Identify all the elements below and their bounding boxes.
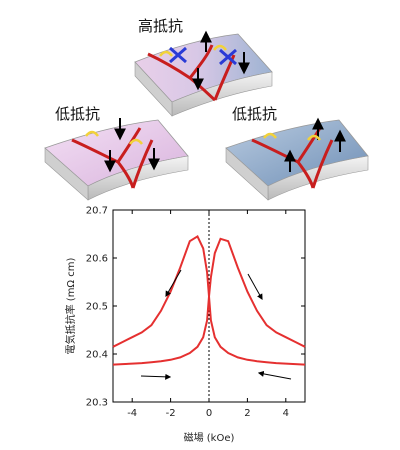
- y-tick-label: 20.6: [86, 254, 108, 265]
- x-tick-label: -2: [166, 408, 176, 419]
- x-tick-label: 4: [283, 408, 289, 419]
- curved-arrow-icon: [307, 134, 321, 141]
- x-tick-label: -4: [127, 408, 137, 419]
- curved-arrow-icon: [213, 44, 227, 51]
- label-low-resistance-left: 低抵抗: [55, 105, 101, 123]
- label-high-resistance: 高抵抗: [138, 17, 184, 35]
- sweep-arrow-icon: [257, 370, 292, 380]
- curved-arrow-icon: [263, 132, 277, 139]
- sweep-arrow-icon: [165, 269, 182, 298]
- cross-icon: [219, 48, 237, 66]
- label-low-resistance-right: 低抵抗: [232, 105, 278, 123]
- x-tick-label: 0: [206, 408, 212, 419]
- curved-arrow-icon: [85, 130, 99, 137]
- slab-low-resistance-left: [44, 118, 189, 201]
- x-axis-label: 磁場 (kOe): [184, 431, 235, 444]
- y-tick-label: 20.4: [86, 350, 108, 361]
- y-tick-label: 20.3: [86, 398, 108, 409]
- y-axis-label: 電気抵抗率 (mΩ cm): [64, 258, 77, 355]
- slab-low-resistance-right: [225, 117, 369, 201]
- x-tick-label: 2: [244, 408, 250, 419]
- curve-sweep-up: [112, 234, 306, 366]
- sweep-arrow-icon: [140, 373, 172, 380]
- slab-high-resistance: [134, 30, 273, 117]
- y-tick-label: 20.5: [86, 302, 108, 313]
- cross-icon: [169, 46, 187, 64]
- resistivity-chart: -4 -2 0 2 4 20.3 20.4 20.5 20.6 20.7 磁場 (kOe) 電気抵…: [64, 206, 306, 444]
- sweep-direction-arrows: [140, 269, 292, 380]
- y-tick-label: 20.7: [86, 206, 108, 217]
- curved-arrow-icon: [129, 138, 143, 145]
- curved-arrow-icon: [159, 50, 173, 57]
- sweep-arrow-icon: [247, 273, 263, 301]
